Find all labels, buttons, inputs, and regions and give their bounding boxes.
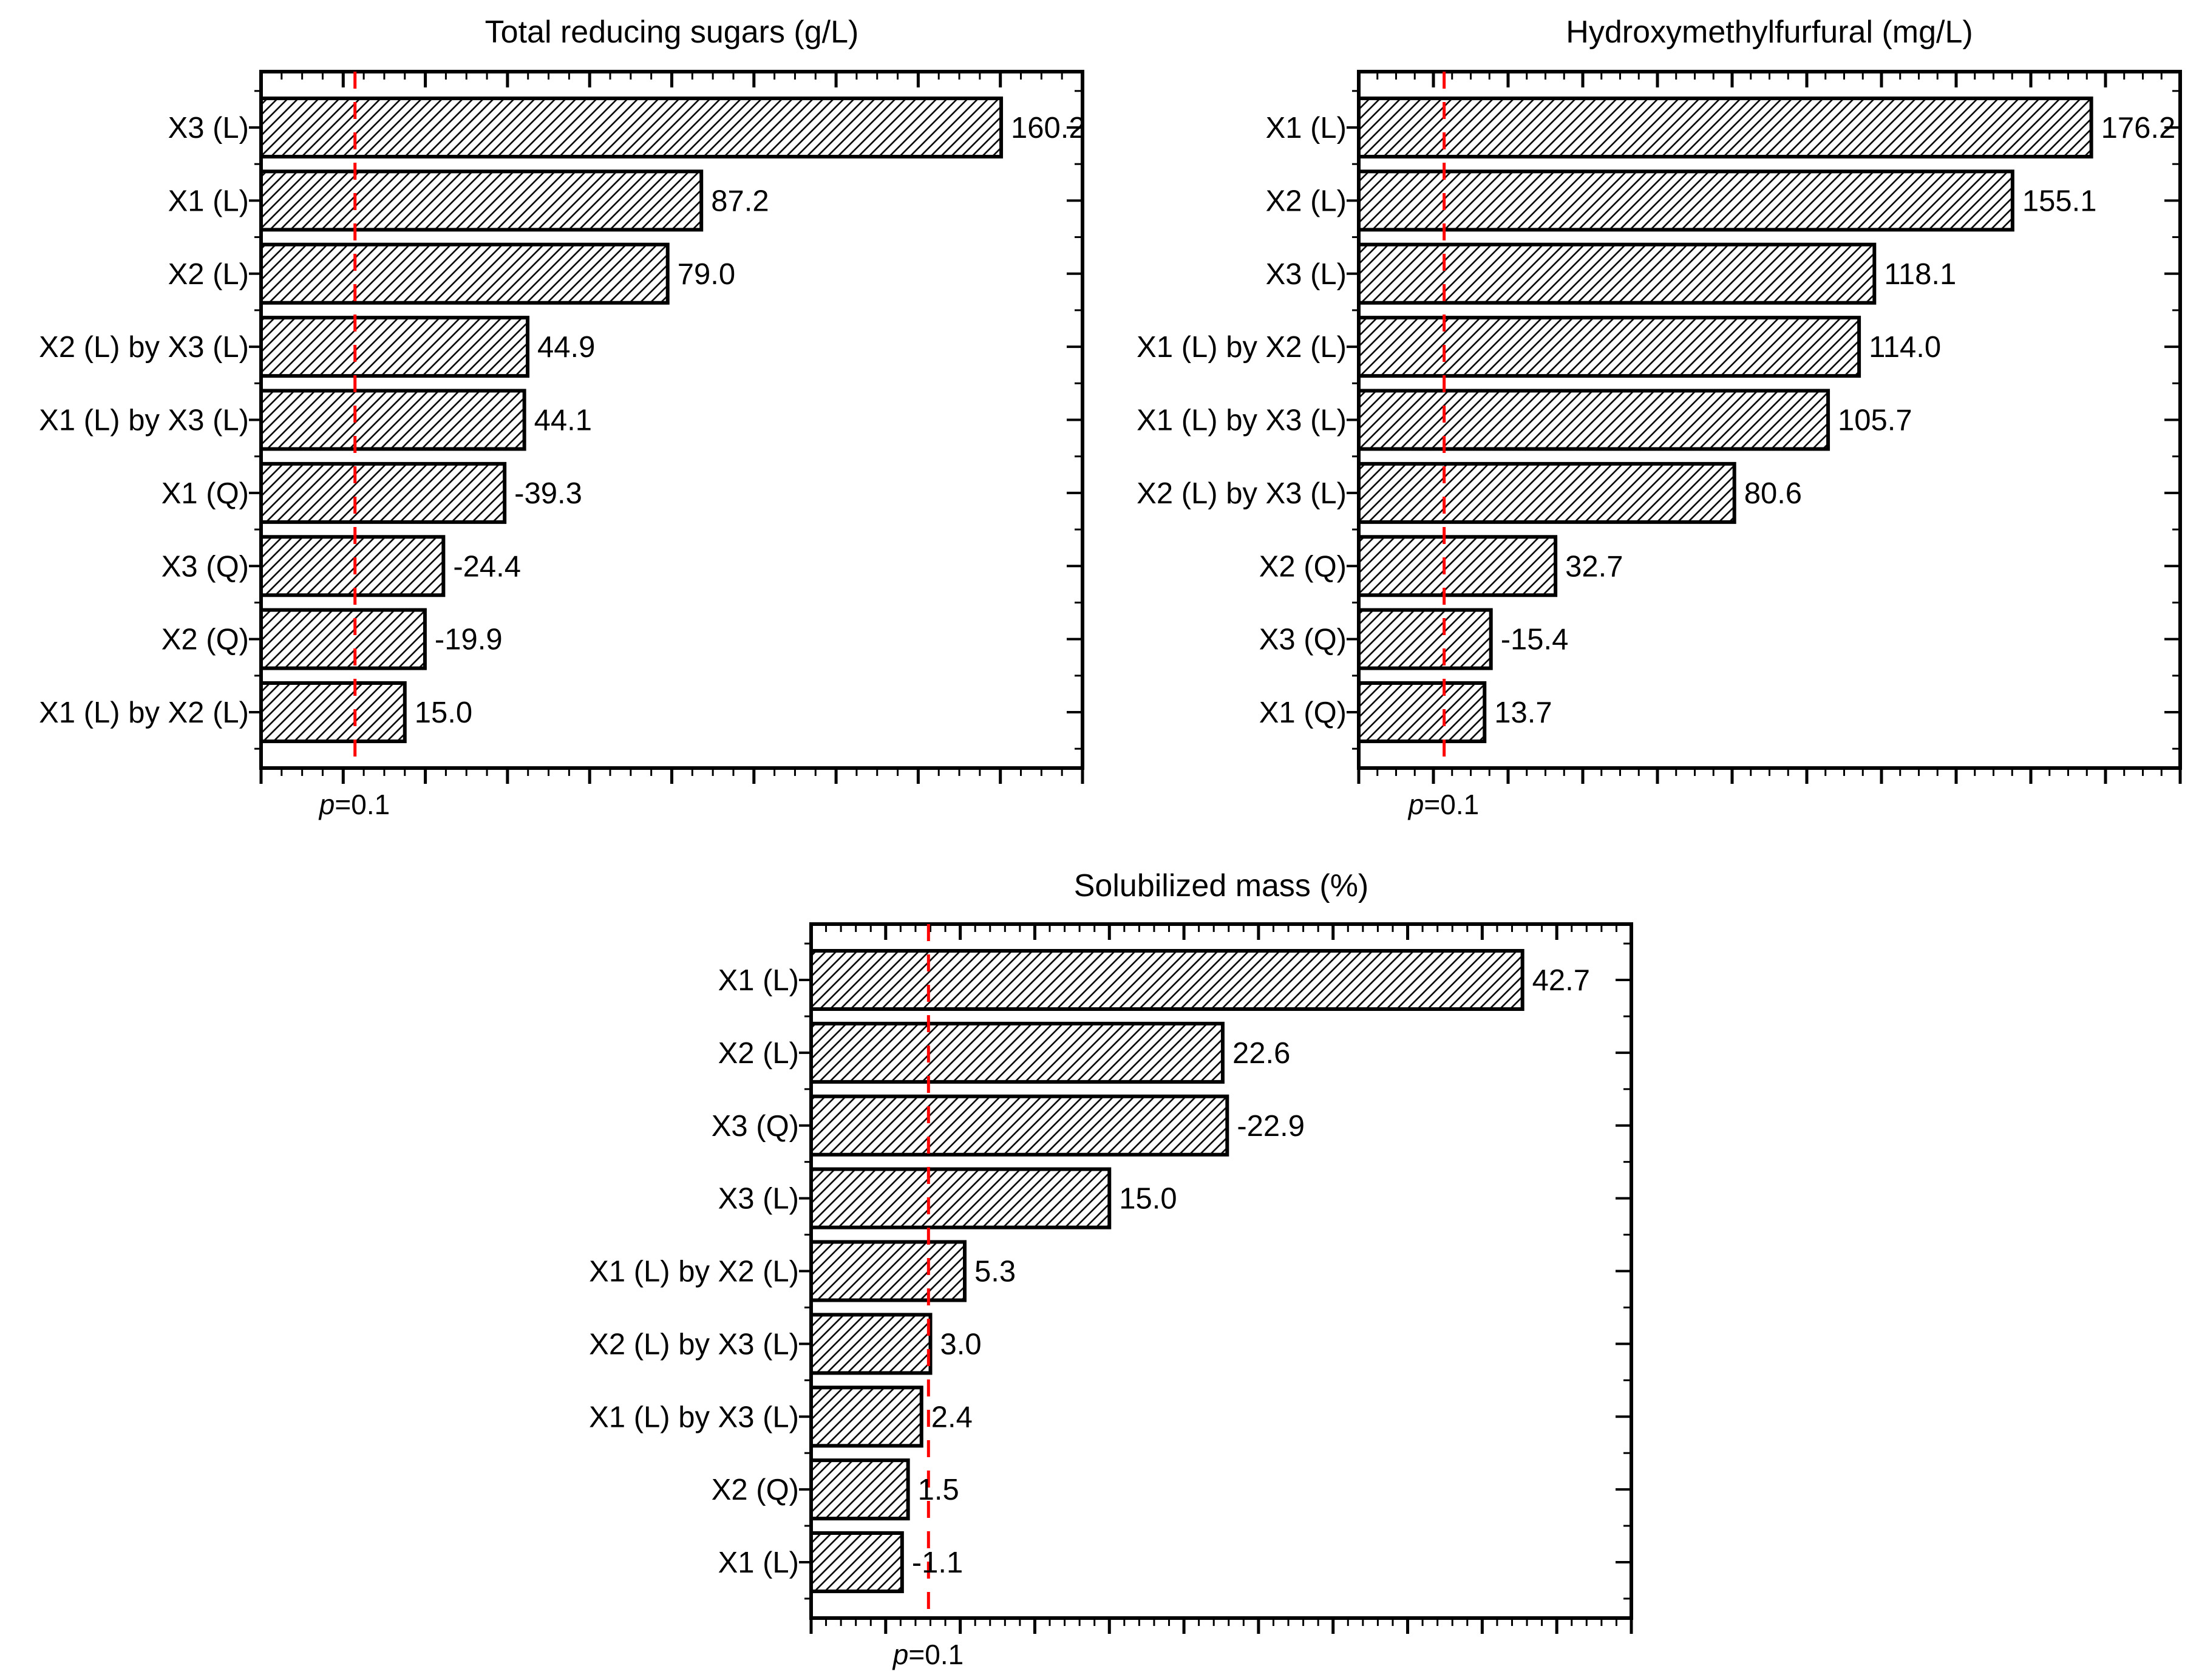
- bar-category-label: X1 (L): [718, 1546, 799, 1579]
- bar-value-label: 5.3: [974, 1256, 1016, 1288]
- bar-category-label: X1 (L) by X3 (L): [589, 1401, 799, 1433]
- bar-value-label: 118.1: [1884, 258, 1956, 291]
- bar-value-label: 44.9: [537, 331, 595, 364]
- pareto-chart-trs: X3 (L) 160.2 X1 (L) 87.2 X2 (L) 79.0 X2 (L) by…: [39, 70, 1086, 784]
- bar-category-label: X1 (L) by X3 (L): [39, 404, 249, 437]
- bar-value-label: -22.9: [1237, 1110, 1305, 1143]
- bar-value-label: -24.4: [453, 550, 521, 583]
- bar-value-label: -1.1: [912, 1546, 963, 1579]
- bar-sm-7: [809, 1458, 910, 1521]
- bar-hmf-4: [1357, 389, 1830, 451]
- chart-title-solubilized-mass: Solubilized mass (%): [1073, 868, 1369, 903]
- bar-category-label: X2 (L) by X3 (L): [1137, 477, 1347, 510]
- bar-value-label: 22.6: [1232, 1037, 1290, 1070]
- bar-value-label: 105.7: [1838, 404, 1912, 437]
- bar-value-label: 44.1: [534, 404, 592, 437]
- bar-hmf-8: [1357, 681, 1487, 743]
- bar-trs-3: [259, 316, 530, 378]
- bar-category-label: X1 (L): [718, 964, 799, 997]
- bar-value-label: 15.0: [1119, 1183, 1177, 1216]
- bar-sm-1: [809, 1021, 1225, 1084]
- p-value: =0.1: [908, 1639, 964, 1670]
- bar-category-label: X2 (L): [718, 1037, 799, 1070]
- bar-hmf-3: [1357, 316, 1861, 378]
- bar-value-label: -19.9: [435, 624, 503, 656]
- bar-category-label: X3 (L): [718, 1183, 799, 1216]
- pareto-chart-sm: X1 (L) 42.7 X2 (L) 22.6 X3 (Q) -22.9 X3 (L) 15.…: [589, 922, 1633, 1634]
- bar-value-label: 2.4: [931, 1401, 973, 1433]
- bar-value-label: -39.3: [514, 477, 582, 510]
- bar-trs-0: [259, 97, 1004, 158]
- bar-category-label: X1 (Q): [161, 477, 249, 510]
- bar-value-label: 42.7: [1532, 964, 1590, 997]
- bar-hmf-7: [1357, 608, 1493, 670]
- bar-hmf-2: [1357, 242, 1877, 305]
- bar-category-label: X1 (L) by X3 (L): [1137, 404, 1347, 437]
- bar-trs-6: [259, 535, 446, 597]
- bar-value-label: 80.6: [1744, 477, 1802, 510]
- bar-value-label: 3.0: [940, 1328, 982, 1361]
- bar-value-label: 87.2: [711, 185, 769, 217]
- bar-category-label: X3 (Q): [1259, 624, 1347, 656]
- bar-category-label: X3 (Q): [161, 550, 249, 583]
- bar-hmf-5: [1357, 461, 1736, 524]
- bar-sm-5: [809, 1313, 933, 1375]
- bar-sm-4: [809, 1240, 967, 1302]
- bar-category-label: X1 (L): [1266, 112, 1347, 145]
- bar-trs-2: [259, 242, 670, 305]
- bar-sm-6: [809, 1386, 923, 1448]
- p-threshold-label: p=0.1: [837, 1638, 1019, 1671]
- chart-title-hydroxymethylfurfural: Hydroxymethylfurfural (mg/L): [1566, 15, 1973, 50]
- p-symbol: p: [319, 789, 335, 820]
- bar-category-label: X1 (L): [168, 185, 249, 217]
- bar-category-label: X3 (Q): [712, 1110, 799, 1143]
- bar-sm-2: [809, 1094, 1229, 1157]
- bar-trs-7: [259, 608, 427, 670]
- bar-category-label: X2 (L) by X3 (L): [39, 331, 249, 364]
- p-threshold-label: p=0.1: [1353, 788, 1535, 821]
- bar-value-label: 160.2: [1011, 112, 1086, 145]
- bar-hmf-1: [1357, 169, 2014, 232]
- bar-sm-0: [809, 949, 1524, 1011]
- bar-value-label: 13.7: [1494, 696, 1552, 729]
- bar-category-label: X2 (Q): [712, 1474, 799, 1506]
- bar-trs-8: [259, 681, 407, 743]
- bar-value-label: 1.5: [918, 1474, 959, 1506]
- bar-category-label: X2 (L): [1266, 185, 1347, 217]
- bar-category-label: X2 (Q): [161, 624, 249, 656]
- p-value: =0.1: [335, 789, 390, 820]
- chart-title-total-reducing-sugars: Total reducing sugars (g/L): [484, 15, 859, 50]
- p-value: =0.1: [1424, 789, 1480, 820]
- bar-category-label: X2 (L): [168, 258, 249, 291]
- bar-category-label: X1 (L) by X2 (L): [1137, 331, 1347, 364]
- bar-hmf-6: [1357, 535, 1558, 597]
- bar-category-label: X3 (L): [168, 112, 249, 145]
- bar-sm-8: [809, 1531, 904, 1593]
- bar-trs-1: [259, 169, 704, 232]
- bar-value-label: 79.0: [678, 258, 735, 291]
- bar-category-label: X2 (Q): [1259, 550, 1347, 583]
- pareto-chart-hmf: X1 (L) 176.2 X2 (L) 155.1 X3 (L) 118.1 X1 (L) …: [1137, 70, 2182, 784]
- p-symbol: p: [1408, 789, 1424, 820]
- bar-category-label: X1 (L) by X2 (L): [39, 696, 249, 729]
- bar-hmf-0: [1357, 97, 2093, 158]
- bar-value-label: 176.2: [2101, 112, 2176, 145]
- bar-value-label: 114.0: [1869, 331, 1941, 364]
- bar-category-label: X1 (L) by X2 (L): [589, 1256, 799, 1288]
- bar-category-label: X3 (L): [1266, 258, 1347, 291]
- bar-category-label: X2 (L) by X3 (L): [589, 1328, 799, 1361]
- p-threshold-label: p=0.1: [263, 788, 446, 821]
- bar-category-label: X1 (Q): [1259, 696, 1347, 729]
- bar-value-label: 32.7: [1565, 550, 1623, 583]
- p-symbol: p: [892, 1639, 909, 1670]
- bar-trs-4: [259, 389, 526, 451]
- bar-sm-3: [809, 1167, 1112, 1229]
- bar-value-label: 15.0: [415, 696, 472, 729]
- bar-value-label: 155.1: [2022, 185, 2097, 217]
- bar-value-label: -15.4: [1501, 624, 1569, 656]
- bar-trs-5: [259, 461, 507, 524]
